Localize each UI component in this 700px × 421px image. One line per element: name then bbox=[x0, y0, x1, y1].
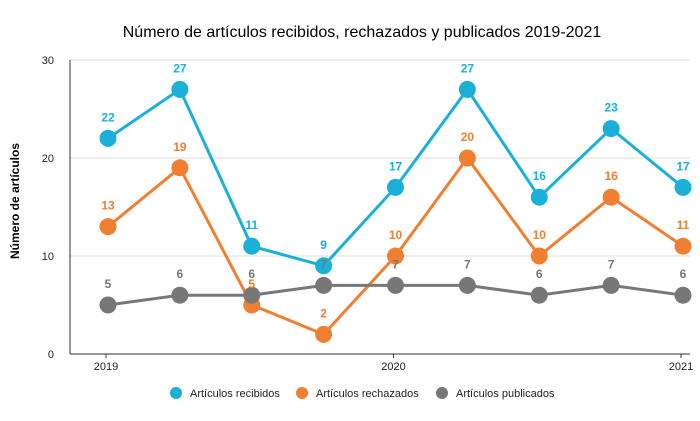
data-point-articulos-publicados bbox=[602, 276, 620, 294]
data-label-articulos-recibidos: 11 bbox=[245, 218, 258, 232]
y-tick-label: 20 bbox=[42, 153, 54, 165]
data-label-articulos-recibidos: 17 bbox=[389, 159, 403, 173]
data-label-articulos-rechazados: 20 bbox=[461, 130, 475, 144]
data-point-articulos-publicados bbox=[315, 276, 333, 294]
data-point-articulos-rechazados bbox=[99, 218, 117, 236]
legend-label-articulos-recibidos: Artículos recibidos bbox=[190, 388, 280, 400]
y-tick-label: 10 bbox=[42, 251, 54, 263]
data-label-articulos-rechazados: 19 bbox=[173, 140, 187, 154]
data-point-articulos-rechazados bbox=[387, 247, 404, 265]
data-label-articulos-recibidos: 22 bbox=[101, 110, 115, 124]
data-label-articulos-rechazados: 10 bbox=[389, 228, 403, 242]
y-axis-label: Número de artículos bbox=[8, 143, 22, 259]
data-point-articulos-recibidos bbox=[99, 129, 117, 147]
data-label-articulos-publicados: 7 bbox=[464, 257, 471, 271]
data-label-articulos-rechazados: 16 bbox=[604, 169, 618, 183]
data-label-articulos-rechazados: 2 bbox=[320, 306, 327, 320]
data-label-articulos-publicados: 7 bbox=[320, 257, 327, 271]
data-point-articulos-rechazados bbox=[315, 325, 333, 343]
data-point-articulos-recibidos bbox=[387, 178, 404, 196]
data-point-articulos-recibidos bbox=[315, 257, 333, 275]
x-tick-label: 2020 bbox=[381, 361, 405, 373]
data-label-articulos-rechazados: 11 bbox=[677, 218, 690, 232]
data-point-articulos-publicados bbox=[387, 276, 404, 294]
x-tick-label: 2021 bbox=[669, 361, 693, 373]
data-point-articulos-recibidos bbox=[602, 120, 620, 138]
data-point-articulos-publicados bbox=[171, 286, 189, 304]
data-label-articulos-publicados: 7 bbox=[392, 257, 399, 271]
data-label-articulos-rechazados: 13 bbox=[101, 199, 115, 213]
data-point-articulos-publicados bbox=[530, 286, 548, 304]
data-label-articulos-publicados: 6 bbox=[536, 267, 543, 281]
series-layer bbox=[99, 80, 692, 343]
y-tick-label: 30 bbox=[42, 55, 54, 67]
data-label-articulos-recibidos: 27 bbox=[461, 61, 475, 75]
data-point-articulos-rechazados bbox=[530, 247, 548, 265]
data-point-articulos-rechazados bbox=[171, 159, 189, 177]
data-point-articulos-recibidos bbox=[530, 188, 548, 206]
legend-label-articulos-rechazados: Artículos rechazados bbox=[316, 388, 419, 400]
data-point-articulos-publicados bbox=[99, 296, 117, 314]
y-tick-label: 0 bbox=[48, 349, 54, 361]
data-point-articulos-recibidos bbox=[171, 80, 189, 98]
legend-marker-articulos-recibidos bbox=[170, 387, 182, 399]
data-point-articulos-recibidos bbox=[458, 80, 476, 98]
data-point-articulos-publicados bbox=[674, 286, 692, 304]
data-label-articulos-recibidos: 16 bbox=[533, 169, 547, 183]
legend: Artículos recibidos Artículos rechazados A… bbox=[170, 387, 555, 400]
data-label-articulos-publicados: 6 bbox=[248, 267, 255, 281]
legend-marker-articulos-rechazados bbox=[296, 387, 308, 399]
chart-title: Número de artículos recibidos, rechazado… bbox=[123, 24, 602, 41]
legend-label-articulos-publicados: Artículos publicados bbox=[456, 388, 555, 400]
data-point-articulos-recibidos bbox=[674, 178, 692, 196]
legend-marker-articulos-publicados bbox=[436, 387, 448, 399]
data-label-articulos-publicados: 7 bbox=[608, 257, 615, 271]
data-point-articulos-rechazados bbox=[602, 188, 620, 206]
data-label-articulos-rechazados: 10 bbox=[533, 228, 547, 242]
data-label-articulos-recibidos: 27 bbox=[173, 61, 187, 75]
data-point-articulos-rechazados bbox=[458, 149, 476, 167]
data-point-articulos-recibidos bbox=[243, 237, 261, 255]
data-label-articulos-recibidos: 17 bbox=[676, 159, 690, 173]
data-point-articulos-rechazados bbox=[674, 237, 692, 255]
data-point-articulos-publicados bbox=[243, 286, 261, 304]
gridlines bbox=[70, 59, 690, 257]
data-label-articulos-recibidos: 9 bbox=[320, 238, 327, 252]
data-label-articulos-recibidos: 23 bbox=[604, 101, 618, 115]
data-label-articulos-publicados: 6 bbox=[680, 267, 687, 281]
data-label-articulos-rechazados: 5 bbox=[248, 277, 255, 291]
x-tick-label: 2019 bbox=[94, 361, 118, 373]
data-label-articulos-publicados: 5 bbox=[105, 277, 112, 291]
data-label-articulos-publicados: 6 bbox=[177, 267, 184, 281]
data-point-articulos-publicados bbox=[458, 276, 476, 294]
